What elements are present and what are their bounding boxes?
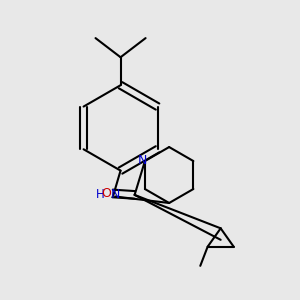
Text: H: H	[96, 188, 104, 201]
Text: N: N	[138, 154, 147, 167]
Text: O: O	[101, 187, 111, 200]
Text: N: N	[111, 188, 120, 201]
